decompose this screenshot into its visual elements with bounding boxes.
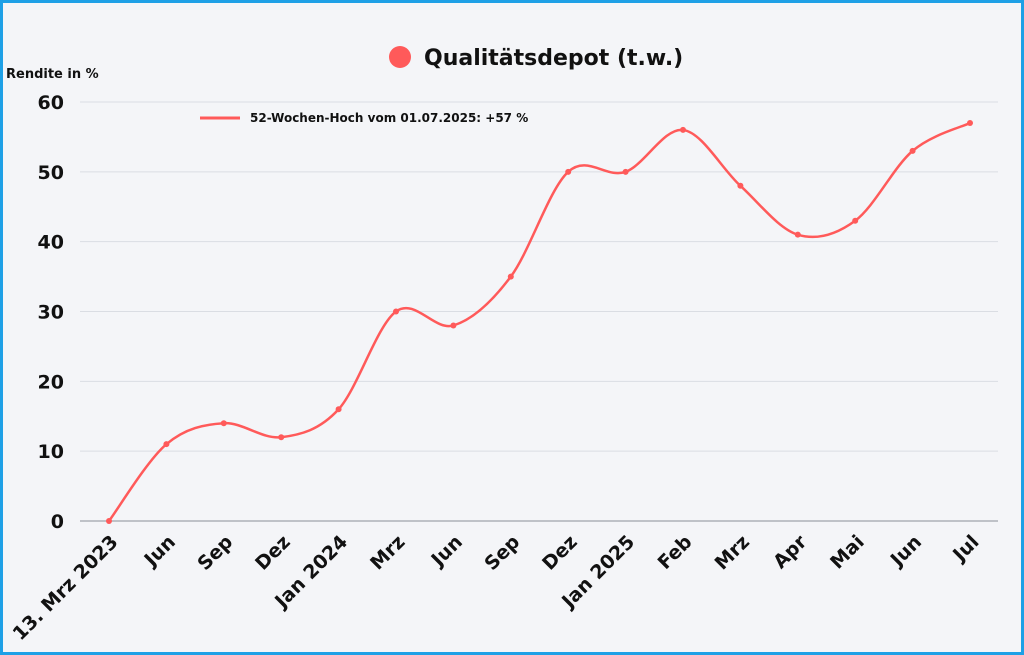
grid-layer (80, 101, 998, 522)
data-point (507, 273, 514, 280)
series-layer (106, 119, 973, 524)
x-tick-label: Mrz (711, 531, 754, 574)
data-point (163, 441, 170, 448)
y-axis-label: Rendite in % (6, 67, 99, 82)
data-point (278, 434, 285, 441)
title-marker-icon (389, 46, 411, 68)
data-point (794, 231, 801, 238)
data-point (737, 182, 744, 189)
data-point (450, 322, 457, 329)
y-tick-label: 0 (51, 511, 64, 533)
x-tick-label: Jul (947, 531, 983, 567)
y-tick-label: 40 (38, 232, 64, 254)
x-tick-label: Dez (251, 531, 295, 575)
data-point (565, 168, 572, 175)
data-point (967, 119, 973, 126)
data-point (622, 168, 629, 175)
x-tick-label: Dez (538, 531, 582, 575)
x-tick-label: Sep (480, 531, 524, 575)
y-tick-label: 60 (38, 92, 64, 114)
series-line (107, 121, 972, 523)
data-point (335, 406, 342, 413)
data-point (220, 420, 227, 427)
x-tick-label: Mai (826, 531, 869, 574)
y-tick-label: 20 (38, 371, 64, 393)
x-tick-label: Jun (139, 531, 180, 572)
data-point (680, 126, 686, 133)
y-tick-label: 30 (38, 302, 64, 324)
data-point (106, 518, 112, 524)
y-tick-label: 10 (38, 441, 64, 463)
data-point (909, 147, 916, 154)
x-tick-label: Sep (193, 531, 237, 575)
legend-entry-label: 52-Wochen-Hoch vom 01.07.2025: +57 % (250, 111, 528, 125)
x-tick-label: Jun (426, 531, 467, 572)
y-tick-label: 50 (38, 162, 64, 184)
data-point (393, 308, 399, 315)
x-tick-label: Feb (654, 531, 697, 574)
x-tick-label: Jun (885, 531, 926, 572)
legend: 52-Wochen-Hoch vom 01.07.2025: +57 % (200, 111, 528, 125)
chart-title: Qualitätsdepot (t.w.) (424, 46, 683, 71)
data-point (852, 217, 859, 224)
x-tick-label: Apr (769, 531, 812, 574)
x-tick-label: Mrz (366, 531, 409, 574)
x-tick-label: 13. Mrz 2023 (9, 531, 123, 645)
